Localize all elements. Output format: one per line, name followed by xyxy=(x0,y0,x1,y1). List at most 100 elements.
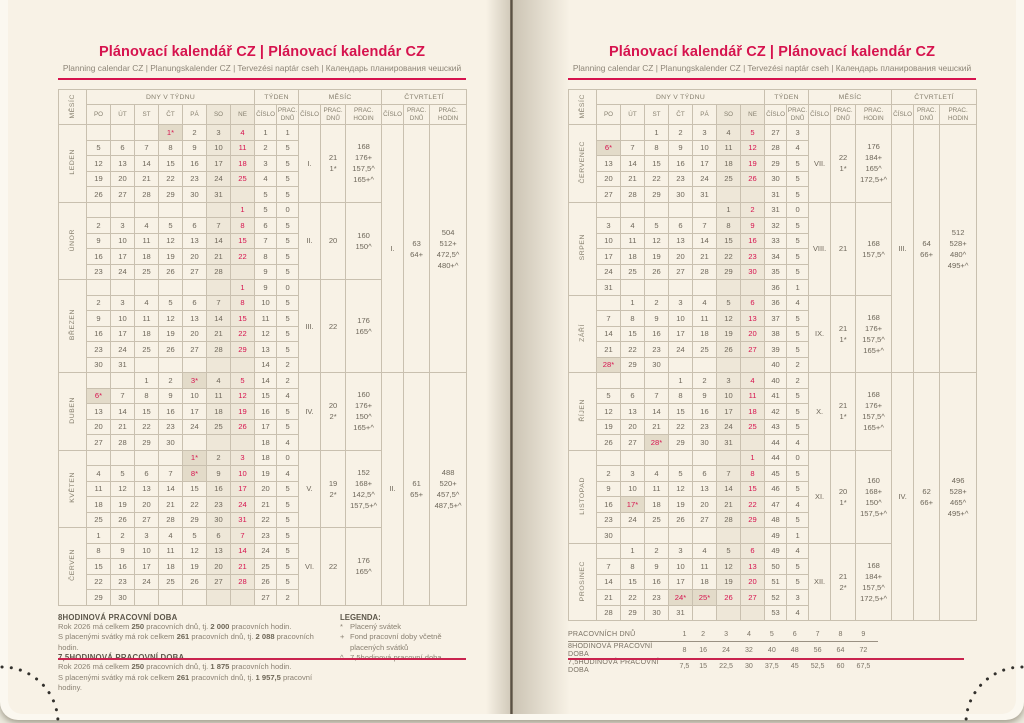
day-of-week-header: SO xyxy=(716,104,741,125)
day-cell: 3* xyxy=(182,372,207,389)
day-cell: 5 xyxy=(229,372,256,389)
day-cell: 30 xyxy=(86,356,111,373)
day-cell xyxy=(668,279,693,296)
day-cell xyxy=(110,124,135,141)
day-cell xyxy=(86,201,111,218)
month-label: KVĚTEN xyxy=(58,449,87,528)
day-cell xyxy=(86,449,111,466)
day-cell: 11 xyxy=(739,387,766,404)
week-number: 7 xyxy=(254,232,278,249)
week-number: 40 xyxy=(764,372,788,389)
day-cell xyxy=(206,201,231,218)
day-cell xyxy=(134,201,159,218)
day-cell: 26 xyxy=(596,434,621,451)
legend-text: Placený svátek xyxy=(350,621,402,631)
day-cell: 18 xyxy=(716,155,741,172)
day-cell: 15 xyxy=(158,155,183,172)
day-cell: 3 xyxy=(229,449,256,466)
day-cell xyxy=(206,356,231,373)
day-cell: 1 xyxy=(229,279,256,296)
day-cell: 6 xyxy=(182,294,207,311)
day-cell xyxy=(110,201,135,218)
day-cell: 5 xyxy=(596,387,621,404)
day-cell: 19 xyxy=(182,558,207,575)
day-cell: 16 xyxy=(596,496,621,513)
mini-row-value: 22,5 xyxy=(719,661,733,670)
planning-table-jul-dec: MĚSÍC DNY V TÝDNU TÝDEN MĚSÍC ČTVRTLETÍ P… xyxy=(568,89,978,621)
day-cell: 21 xyxy=(692,248,717,265)
day-cell: 1 xyxy=(620,542,645,559)
day-cell: 3 xyxy=(692,124,717,141)
week-workdays: 5 xyxy=(276,263,300,280)
day-cell: 9 xyxy=(644,558,669,575)
day-cell: 28 xyxy=(110,434,135,451)
day-cell: 16 xyxy=(644,325,669,342)
week-workdays: 0 xyxy=(276,449,300,466)
day-cell: 21 xyxy=(229,558,256,575)
day-cell: 20 xyxy=(206,558,231,575)
day-cell: 27 xyxy=(668,263,693,280)
day-cell: 11 xyxy=(229,139,256,156)
week-row: 5 6 7 8 9 10 11 41 5 xyxy=(569,387,977,404)
month-workhours: 168 176+ 157,5^ 165+^ xyxy=(345,124,383,203)
day-cell: 21 xyxy=(596,589,621,606)
day-cell xyxy=(668,356,693,373)
week-workdays: 4 xyxy=(786,139,810,156)
week-number: 31 xyxy=(764,186,788,203)
day-cell: 29 xyxy=(620,356,645,373)
month-number: IX. xyxy=(808,294,832,373)
day-cell: 23 xyxy=(86,263,111,280)
month-number: VIII. xyxy=(808,201,832,296)
day-cell: 8 xyxy=(668,387,693,404)
month-label: ŘÍJEN xyxy=(568,372,597,451)
week-workdays: 5 xyxy=(786,155,810,172)
day-cell xyxy=(668,449,693,466)
week-number: 53 xyxy=(764,604,788,621)
month-number-header: ČÍSLO xyxy=(808,104,832,125)
day-cell xyxy=(644,372,669,389)
day-cell: 25 xyxy=(716,170,741,187)
week-workdays: 5 xyxy=(276,217,300,234)
working-time-line: S placenými svátky má rok celkem 261 pra… xyxy=(58,672,313,693)
week-workdays: 5 xyxy=(786,403,810,420)
week-row: 23 24 25 26 27 28 29 48 5 xyxy=(569,511,977,528)
day-cell: 17 xyxy=(716,403,741,420)
month-workdays: 20 xyxy=(320,201,347,280)
week-workdays: 5 xyxy=(276,139,300,156)
legend: LEGENDA: * Placený svátek + Fond pracovn… xyxy=(340,613,466,694)
day-cell: 30 xyxy=(110,589,135,606)
day-cell xyxy=(596,124,621,141)
day-of-week-header: NE xyxy=(739,104,766,125)
day-cell xyxy=(182,589,207,606)
day-cell: 9 xyxy=(692,387,717,404)
legend-item: * Placený svátek xyxy=(340,622,466,633)
day-cell: 9 xyxy=(206,465,231,482)
week-workdays: 0 xyxy=(786,449,810,466)
mini-row-value: 72 xyxy=(859,645,868,654)
day-cell xyxy=(134,356,159,373)
day-cell: 25 xyxy=(134,341,159,358)
day-cell xyxy=(596,294,621,311)
week-row: 25 26 27 28 29 30 31 22 5 xyxy=(59,511,467,528)
day-cell xyxy=(229,186,256,203)
day-cell: 14 xyxy=(596,325,621,342)
week-workdays: 5 xyxy=(786,387,810,404)
week-number: 18 xyxy=(254,434,278,451)
day-cell: 24 xyxy=(596,263,621,280)
day-cell: 8 xyxy=(229,294,256,311)
month-workhours-header: PRAC. HODIN xyxy=(855,104,893,125)
week-workdays: 5 xyxy=(276,294,300,311)
day-cell: 28 xyxy=(229,573,256,590)
mini-header-row: PRACOVNÍCH DNŮ 1 2 3 4 5 6 7 8 9 xyxy=(568,630,878,642)
week-workdays: 1 xyxy=(786,527,810,544)
legend-text: Fond pracovní doby včetně placených svát… xyxy=(350,632,442,652)
day-cell xyxy=(182,434,207,451)
week-workdays: 5 xyxy=(276,310,300,327)
week-row: 16 17 18 19 20 21 22 8 5 xyxy=(59,248,467,265)
day-cell: 22 xyxy=(134,418,159,435)
week-number: 27 xyxy=(764,124,788,141)
day-cell: 10 xyxy=(668,558,693,575)
day-cell: 1 xyxy=(134,372,159,389)
day-cell: 18 xyxy=(86,496,111,513)
week-number: 32 xyxy=(764,217,788,234)
